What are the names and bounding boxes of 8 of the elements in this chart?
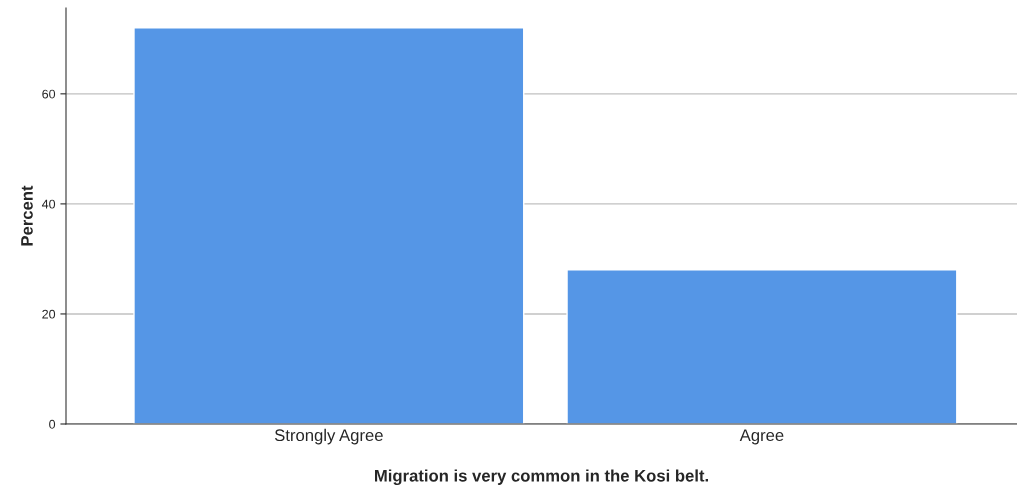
y-tick-label: 20 — [42, 309, 56, 319]
y-tick-label: 0 — [49, 419, 56, 429]
y-tick-label: 60 — [42, 89, 56, 99]
x-tick-label: Strongly Agree — [274, 428, 383, 445]
y-axis-title: Percent — [21, 185, 33, 246]
y-tick-label: 40 — [41, 199, 56, 209]
x-tick-label: Agree — [739, 429, 784, 445]
x-axis-title: Migration is very common in the Kosi belt. — [375, 469, 708, 486]
